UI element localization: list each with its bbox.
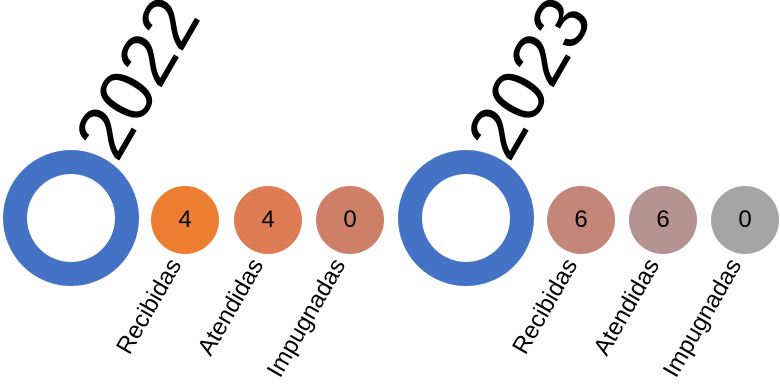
year-label-2022: 2022 — [58, 0, 217, 173]
value-bubble-impugnadas-2022: 0 — [316, 186, 384, 254]
category-label-impugnadas-2023: Impugnadas — [657, 254, 748, 382]
category-label-impugnadas-2022: Impugnadas — [261, 254, 352, 382]
value-bubble-recibidas-2023: 6 — [547, 186, 615, 254]
category-label-atendidas-2022: Atendidas — [192, 254, 270, 360]
category-label-atendidas-2023: Atendidas — [588, 254, 666, 360]
value-bubble-atendidas-2023: 6 — [629, 186, 697, 254]
value-bubble-impugnadas-2023: 0 — [711, 186, 779, 254]
value-bubble-atendidas-2022: 4 — [234, 186, 302, 254]
value-bubble-recibidas-2022: 4 — [151, 186, 219, 254]
year-label-2023: 2023 — [450, 0, 609, 173]
